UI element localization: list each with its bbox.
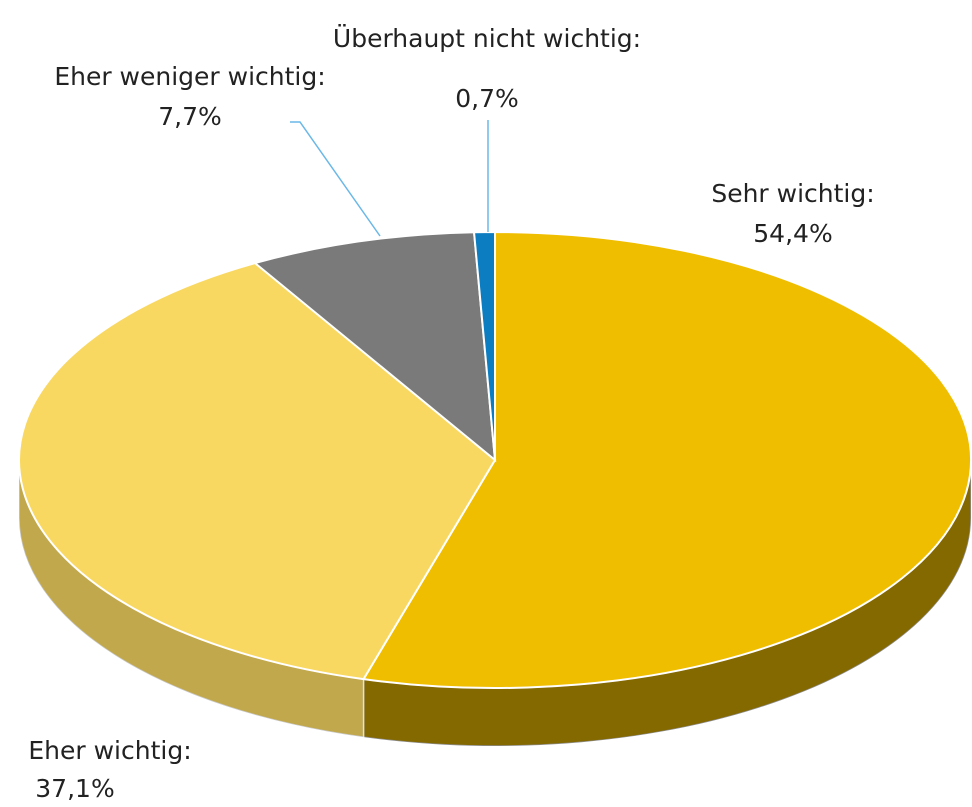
- leader-line: [290, 121, 381, 237]
- pie-slice: [252, 231, 497, 463]
- pie-side-shade: [363, 460, 971, 746]
- pie-slice: [361, 230, 972, 689]
- slice-value-label: 7,7%: [158, 102, 222, 131]
- slice-value-label: 54,4%: [753, 219, 832, 248]
- pie-side-shade: [19, 460, 364, 738]
- pie-slice: [472, 230, 496, 461]
- slice-category-label: Überhaupt nicht wichtig:: [333, 24, 641, 53]
- slice-value-label: 0,7%: [455, 84, 519, 113]
- pie-slice: [18, 261, 497, 681]
- slice-category-label: Sehr wichtig:: [711, 179, 874, 208]
- slice-category-label: Eher weniger wichtig:: [54, 62, 325, 91]
- slice-category-label: Eher wichtig:: [28, 736, 191, 765]
- slice-value-label: 37,1%: [35, 774, 114, 803]
